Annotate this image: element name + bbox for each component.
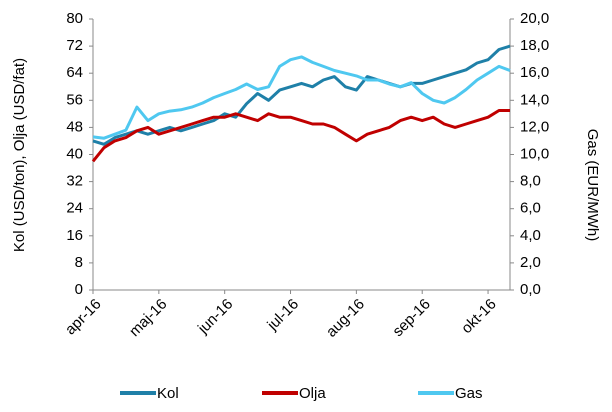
x-tick-label: sep-16 xyxy=(389,296,433,340)
x-tick-label: aug-16 xyxy=(323,296,368,341)
x-tick-label: okt-16 xyxy=(458,296,500,338)
y2-tick-label: 2,0 xyxy=(520,254,541,271)
series-line xyxy=(92,55,511,140)
y-tick-label: 32 xyxy=(66,173,83,190)
y-tick-label: 16 xyxy=(66,227,83,244)
y-axis-title: Kol (USD/ton), Olja (USD/fat) xyxy=(11,58,28,252)
legend-label: Olja xyxy=(299,385,326,402)
y-tick-label: 48 xyxy=(66,118,83,135)
legend-label: Gas xyxy=(455,385,483,402)
y2-tick-label: 14,0 xyxy=(520,91,549,108)
y2-tick-label: 4,0 xyxy=(520,227,541,244)
y-tick-label: 8 xyxy=(75,254,83,271)
y2-tick-label: 12,0 xyxy=(520,118,549,135)
y-tick-label: 72 xyxy=(66,37,83,54)
y-tick-label: 56 xyxy=(66,91,83,108)
x-tick-label: jul-16 xyxy=(263,296,302,335)
y2-tick-label: 16,0 xyxy=(520,64,549,81)
series-line xyxy=(91,109,510,163)
y2-tick-label: 6,0 xyxy=(520,200,541,217)
legend-label: Kol xyxy=(157,385,179,402)
x-tick-label: maj-16 xyxy=(126,296,170,340)
y2-tick-label: 0,0 xyxy=(520,281,541,298)
y2-tick-label: 10,0 xyxy=(520,145,549,162)
y-tick-label: 40 xyxy=(66,145,83,162)
y-tick-label: 80 xyxy=(66,10,83,27)
y-tick-label: 0 xyxy=(75,281,83,298)
x-tick-label: jun-16 xyxy=(194,296,236,338)
y-tick-label: 24 xyxy=(66,200,83,217)
y2-tick-label: 8,0 xyxy=(520,173,541,190)
y-tick-label: 64 xyxy=(66,64,83,81)
series-line xyxy=(92,44,511,146)
x-tick-label: apr-16 xyxy=(62,296,105,339)
y2-tick-label: 20,0 xyxy=(520,10,549,27)
y2-axis-title: Gas (EUR/MWh) xyxy=(584,129,601,242)
y2-tick-label: 18,0 xyxy=(520,37,549,54)
